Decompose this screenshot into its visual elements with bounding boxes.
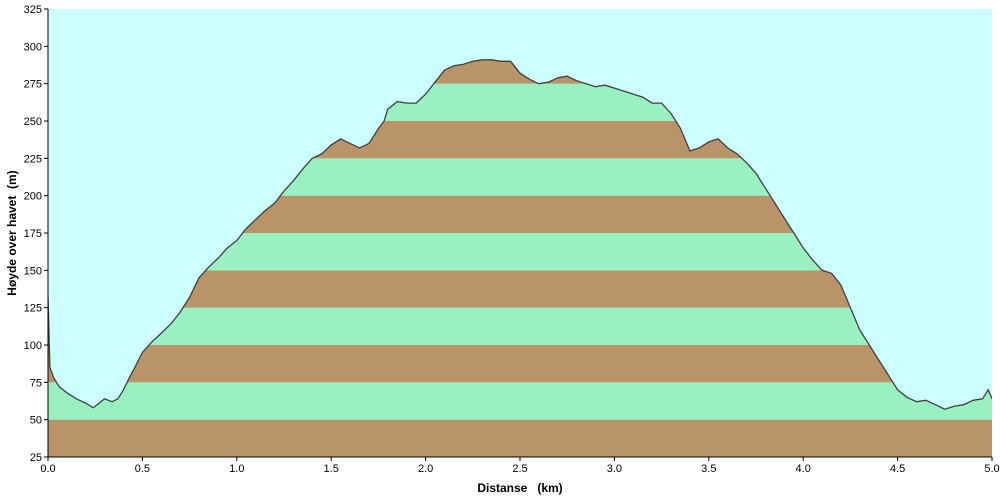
y-axis-title: Høyde over havet (m) [5,170,19,295]
elevation-profile-line [48,59,992,410]
x-tick-label: 3.0 [607,463,622,475]
y-tick-label: 225 [24,153,42,165]
y-tick-label: 125 [24,303,42,315]
elevation-band [48,307,992,345]
elevation-band [48,419,992,457]
y-tick-label: 25 [30,452,42,464]
y-axis-ticks: 25 50 75 100 125 150 175 200 225 250 275 300 325 [24,4,48,464]
x-tick-label: 3.5 [701,463,716,475]
x-axis-ticks: 0.0 0.5 1.0 1.5 2.0 2.5 3.0 3.5 4.0 4.5 5.0 [40,457,1000,475]
y-tick-label: 275 [24,79,42,91]
y-tick-label: 175 [24,228,42,240]
elevation-band [48,345,992,383]
x-axis-title: Distanse (km) [477,481,562,495]
x-tick-label: 1.5 [324,463,339,475]
x-tick-label: 0.5 [135,463,150,475]
x-tick-label: 4.0 [796,463,811,475]
y-tick-label: 325 [24,4,42,16]
x-tick-label: 5.0 [984,463,999,475]
y-tick-label: 100 [24,340,42,352]
elevation-band [48,382,992,420]
x-tick-label: 2.0 [418,463,433,475]
y-tick-label: 250 [24,116,42,128]
x-tick-label: 1.0 [229,463,244,475]
x-tick-label: 2.5 [512,463,527,475]
y-tick-label: 75 [30,377,42,389]
y-tick-label: 300 [24,41,42,53]
y-tick-label: 150 [24,265,42,277]
y-tick-label: 200 [24,191,42,203]
x-tick-label: 4.5 [890,463,905,475]
x-tick-label: 0.0 [40,463,55,475]
y-tick-label: 50 [30,415,42,427]
